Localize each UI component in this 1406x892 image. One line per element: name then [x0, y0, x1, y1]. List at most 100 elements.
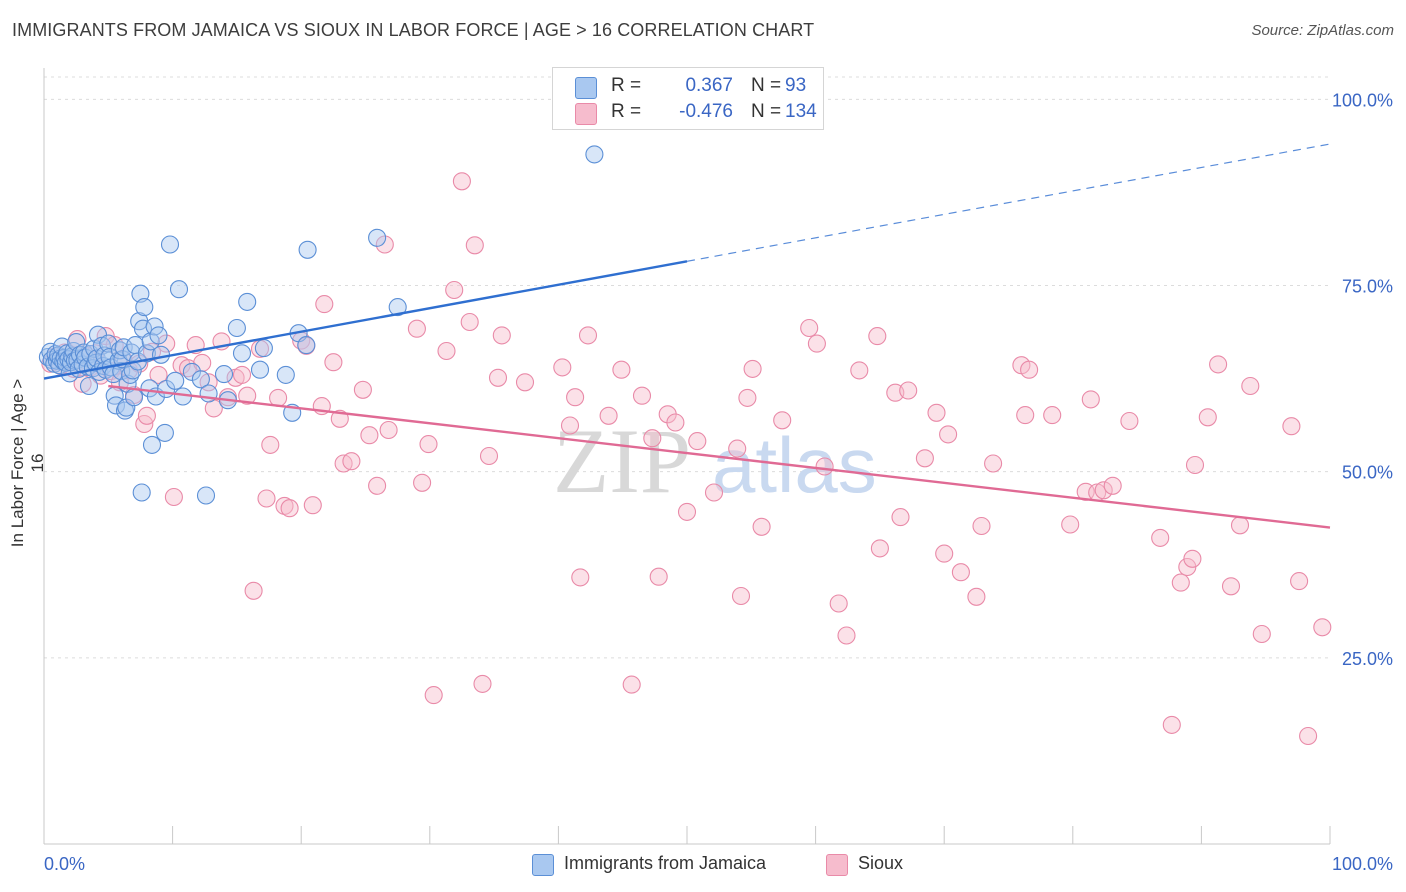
sioux-point: [984, 454, 1003, 473]
sioux-point: [752, 517, 771, 536]
sioux-point: [1020, 360, 1039, 379]
sioux-point: [1061, 515, 1080, 534]
x-tick-label: 0.0%: [44, 854, 85, 874]
sioux-point: [1162, 715, 1181, 734]
sioux-point: [807, 334, 826, 353]
n-value: 134: [785, 101, 817, 122]
sioux-point: [360, 426, 379, 445]
series-legend: Immigrants from Jamaica Sioux: [0, 852, 1406, 878]
jamaica-point: [131, 284, 150, 303]
sioux-point: [837, 626, 856, 645]
sioux-point: [578, 326, 598, 345]
jamaica-point: [142, 435, 162, 454]
sioux-point: [899, 381, 918, 400]
jamaica-point: [250, 360, 270, 379]
jamaica-point: [115, 401, 135, 420]
sioux-point: [643, 429, 662, 448]
sioux-point: [1198, 408, 1217, 427]
sioux-point: [731, 586, 751, 606]
jamaica-point: [232, 344, 252, 363]
sioux-point: [280, 499, 299, 518]
sioux-point: [1185, 455, 1205, 475]
sioux-point: [622, 675, 641, 694]
sioux-point: [479, 446, 499, 466]
sioux-point: [612, 360, 631, 379]
jamaica-point: [585, 145, 604, 164]
sioux-point: [1043, 406, 1062, 425]
sioux-point: [743, 359, 762, 378]
sioux-point: [870, 539, 889, 558]
jamaica-point: [388, 298, 407, 317]
sioux-point: [137, 406, 156, 425]
n-label: N =: [751, 75, 782, 96]
sioux-point: [666, 413, 685, 432]
sioux-point: [939, 425, 958, 444]
sioux-point: [1183, 549, 1202, 568]
jamaica-swatch: [532, 854, 554, 876]
sioux-point: [1313, 618, 1332, 637]
sioux-point: [413, 473, 432, 492]
sioux-point: [1282, 417, 1301, 436]
sioux-point: [915, 449, 934, 468]
sioux-point: [375, 235, 394, 254]
sioux-point: [553, 358, 572, 377]
grid-lines: [44, 76, 1330, 659]
sioux-point: [868, 327, 887, 346]
sioux-point: [445, 280, 464, 300]
jamaica-point: [155, 423, 174, 442]
sioux-point: [330, 409, 349, 428]
jamaica-point: [254, 339, 273, 358]
sioux-point: [571, 568, 590, 587]
sioux-point: [800, 318, 819, 338]
sioux-point: [407, 319, 426, 338]
sioux-point: [149, 365, 168, 384]
axes: [43, 68, 1331, 845]
jamaica-point: [117, 398, 136, 417]
sioux-point: [515, 373, 535, 392]
chart-title: IMMIGRANTS FROM JAMAICA VS SIOUX IN LABO…: [12, 20, 815, 40]
sioux-point: [324, 353, 343, 372]
jamaica-point: [238, 292, 257, 311]
sioux-point: [1209, 355, 1228, 374]
sioux-point: [164, 487, 183, 507]
jamaica-point: [368, 228, 387, 247]
jamaica-point: [169, 280, 189, 299]
jamaica-point: [135, 298, 154, 317]
y-tick-label: 25.0%: [1342, 649, 1393, 669]
sioux-point: [1081, 390, 1100, 409]
r-value: 0.367: [685, 75, 733, 96]
legend-label: Immigrants from Jamaica: [564, 853, 767, 873]
sioux-point: [891, 508, 910, 527]
sioux-point: [1230, 516, 1250, 535]
sioux-point: [649, 567, 668, 586]
r-label: R =: [611, 101, 642, 122]
sioux-trend-line: [108, 384, 1331, 529]
sioux-point: [829, 594, 848, 613]
jamaica-point: [124, 388, 144, 407]
jamaica-point: [79, 376, 99, 396]
sioux-point: [419, 435, 438, 454]
r-value: -0.476: [679, 101, 733, 122]
jamaica-trend-line: [43, 260, 688, 380]
sioux-point: [315, 295, 334, 314]
y-tick-label: 100.0%: [1332, 90, 1393, 110]
y-tick-label: 75.0%: [1342, 277, 1393, 297]
sioux-point: [688, 432, 707, 451]
sioux-point: [257, 489, 276, 508]
n-label: N =: [751, 101, 782, 122]
sioux-point: [1241, 376, 1260, 396]
correlation-legend: R = 0.367 N = 93 R = -0.476 N = 134: [552, 67, 824, 130]
jamaica-trend-extension: [686, 143, 1331, 262]
jamaica-point: [196, 486, 216, 505]
sioux-point: [566, 388, 585, 407]
sioux-point: [473, 674, 492, 693]
jamaica-point: [166, 371, 185, 390]
sioux-point: [303, 496, 322, 515]
sioux-point: [424, 686, 443, 705]
jamaica-point: [182, 362, 201, 381]
sioux-point: [677, 502, 697, 521]
sioux-point: [1290, 572, 1309, 591]
x-tick-label: 100.0%: [1332, 854, 1393, 874]
y-tick-label: 50.0%: [1342, 463, 1393, 483]
